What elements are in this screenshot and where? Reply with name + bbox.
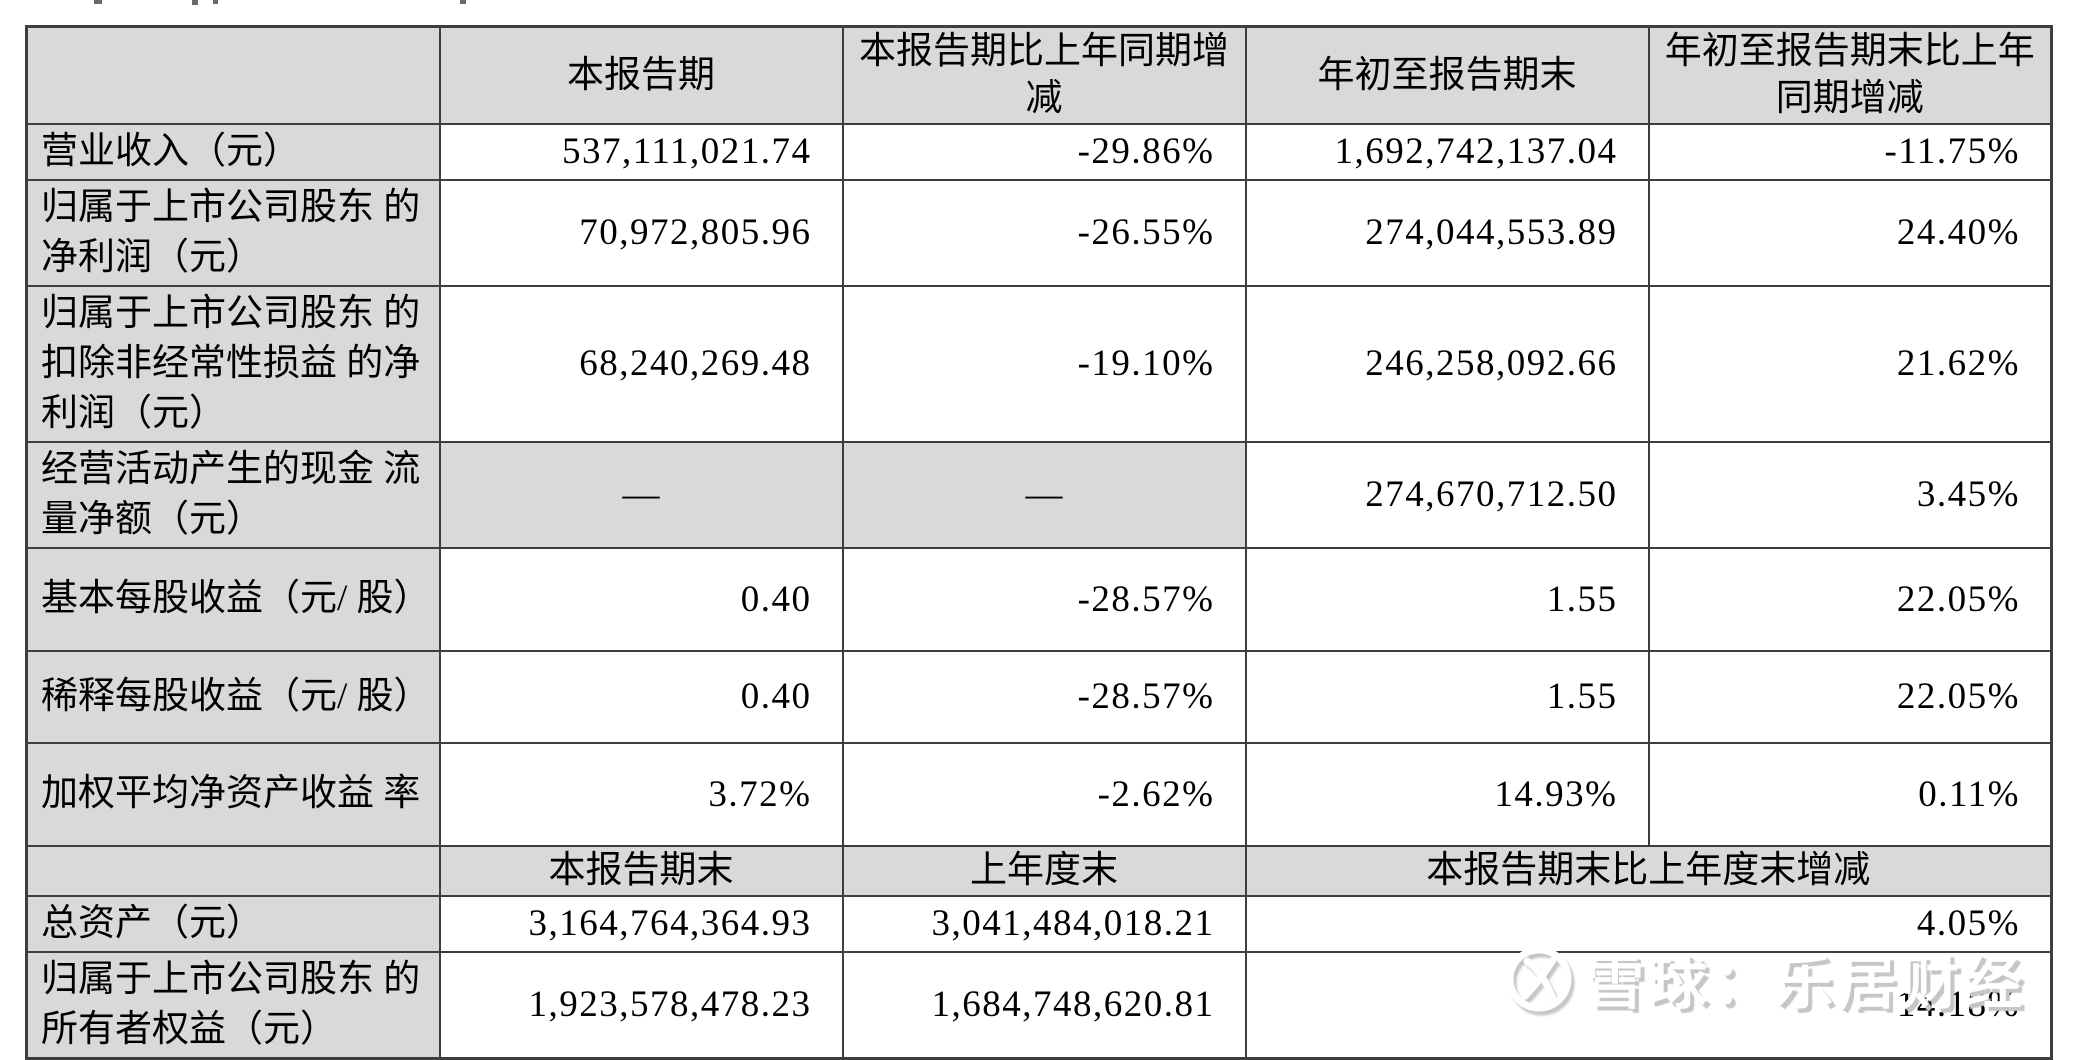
revenue-current: 537,111,021.74 [438,122,844,181]
table-row-diluted-eps: 稀释每股收益（元/ 股） 0.40 -28.57% 1.55 22.05% [25,649,2053,744]
cash-flow-current-dash: — [438,440,844,549]
row-label: 基本每股收益（元/ 股） [25,546,441,652]
table-row-revenue: 营业收入（元） 537,111,021.74 -29.86% 1,692,742… [25,122,2053,181]
net-profit-current: 70,972,805.96 [438,178,844,287]
row-label: 营业收入（元） [25,122,441,181]
table-row-basic-eps: 基本每股收益（元/ 股） 0.40 -28.57% 1.55 22.05% [25,546,2053,652]
header2-corner-cell [25,844,441,897]
clipped-text-artifact [94,0,102,4]
roe-ytd: 14.93% [1244,741,1650,847]
roe-yoy: -2.62% [841,741,1247,847]
header-period-end-change: 本报告期末比上年度末增减 [1244,844,2053,897]
cash-flow-ytd: 274,670,712.50 [1244,440,1650,549]
revenue-ytd: 1,692,742,137.04 [1244,122,1650,181]
roe-ytd-yoy: 0.11% [1647,741,2053,847]
header-row-period: 本报告期 本报告期比上年同期增减 年初至报告期末 年初至报告期末比上年同期增减 [25,25,2053,125]
basic-eps-yoy: -28.57% [841,546,1247,652]
equity-change: 14.18% [1244,950,2053,1059]
row-label: 总资产（元） [25,894,441,953]
cash-flow-ytd-yoy: 3.45% [1647,440,2053,549]
table-row-net-profit-deducted: 归属于上市公司股东 的扣除非经常性损益 的净利润（元） 68,240,269.4… [25,284,2053,443]
diluted-eps-ytd-yoy: 22.05% [1647,649,2053,744]
header-row-period-end: 本报告期末 上年度末 本报告期末比上年度末增减 [25,844,2053,897]
header-ytd: 年初至报告期末 [1244,25,1650,125]
header-prev-year-end: 上年度末 [841,844,1247,897]
clipped-text-artifact [460,0,466,4]
clipped-text-artifact [192,0,198,5]
basic-eps-current: 0.40 [438,546,844,652]
diluted-eps-current: 0.40 [438,649,844,744]
revenue-yoy: -29.86% [841,122,1247,181]
diluted-eps-yoy: -28.57% [841,649,1247,744]
diluted-eps-ytd: 1.55 [1244,649,1650,744]
header-ytd-yoy: 年初至报告期末比上年同期增减 [1647,25,2053,125]
row-label: 归属于上市公司股东 的所有者权益（元） [25,950,441,1059]
total-assets-change: 4.05% [1244,894,2053,953]
table-row-net-profit: 归属于上市公司股东 的净利润（元） 70,972,805.96 -26.55% … [25,178,2053,287]
header-current-period: 本报告期 [438,25,844,125]
header-current-period-yoy: 本报告期比上年同期增减 [841,25,1247,125]
row-label: 稀释每股收益（元/ 股） [25,649,441,744]
table-row-total-assets: 总资产（元） 3,164,764,364.93 3,041,484,018.21… [25,894,2053,953]
revenue-ytd-yoy: -11.75% [1647,122,2053,181]
total-assets-period-end: 3,164,764,364.93 [438,894,844,953]
deducted-profit-current: 68,240,269.48 [438,284,844,443]
table-row-operating-cash-flow: 经营活动产生的现金 流量净额（元） — — 274,670,712.50 3.4… [25,440,2053,549]
financial-summary-table: 本报告期 本报告期比上年同期增减 年初至报告期末 年初至报告期末比上年同期增减 … [25,25,2053,1060]
equity-prev-year-end: 1,684,748,620.81 [841,950,1247,1059]
net-profit-ytd: 274,044,553.89 [1244,178,1650,287]
clipped-text-artifact [213,0,218,4]
basic-eps-ytd-yoy: 22.05% [1647,546,2053,652]
net-profit-yoy: -26.55% [841,178,1247,287]
header-corner-cell [25,25,441,125]
row-label: 归属于上市公司股东 的扣除非经常性损益 的净利润（元） [25,284,441,443]
total-assets-prev-year-end: 3,041,484,018.21 [841,894,1247,953]
table-row-owners-equity: 归属于上市公司股东 的所有者权益（元） 1,923,578,478.23 1,6… [25,950,2053,1059]
deducted-profit-yoy: -19.10% [841,284,1247,443]
header-period-end: 本报告期末 [438,844,844,897]
row-label: 归属于上市公司股东 的净利润（元） [25,178,441,287]
roe-current: 3.72% [438,741,844,847]
row-label: 加权平均净资产收益 率 [25,741,441,847]
equity-period-end: 1,923,578,478.23 [438,950,844,1059]
basic-eps-ytd: 1.55 [1244,546,1650,652]
net-profit-ytd-yoy: 24.40% [1647,178,2053,287]
row-label: 经营活动产生的现金 流量净额（元） [25,440,441,549]
cash-flow-yoy-dash: — [841,440,1247,549]
deducted-profit-ytd: 246,258,092.66 [1244,284,1650,443]
deducted-profit-ytd-yoy: 21.62% [1647,284,2053,443]
table-row-weighted-roe: 加权平均净资产收益 率 3.72% -2.62% 14.93% 0.11% [25,741,2053,847]
